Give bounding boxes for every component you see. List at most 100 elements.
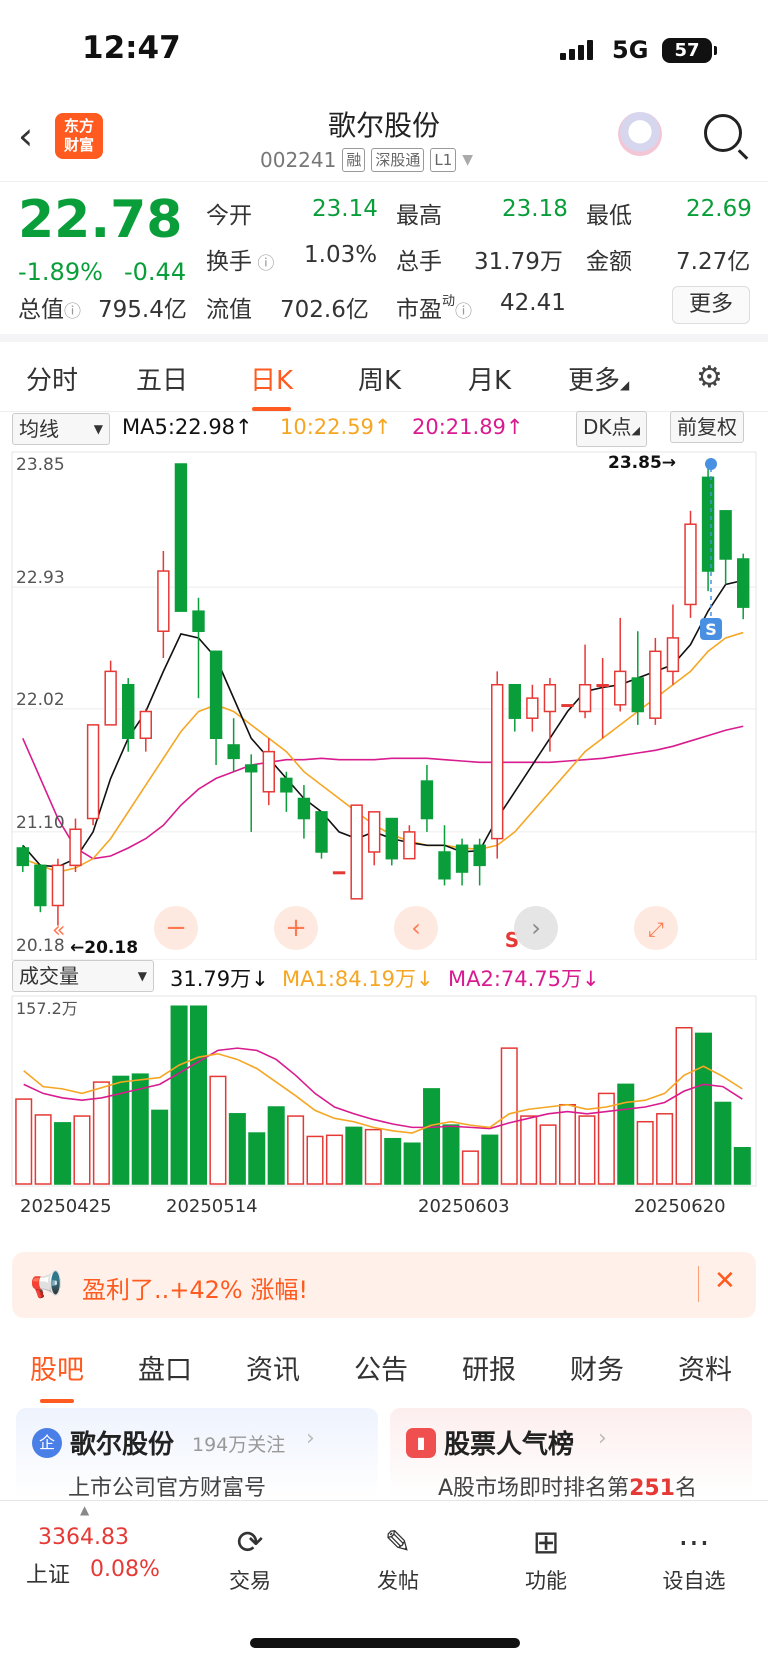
- value-open: 23.14: [312, 196, 378, 222]
- volume-indicator-select[interactable]: 成交量 ▼: [12, 960, 154, 992]
- candle-body: [385, 817, 398, 860]
- nav-trade[interactable]: ⟳ 交易: [200, 1523, 300, 1595]
- promo-banner[interactable]: 📢 盈利了..+42% 涨幅! ✕: [12, 1252, 756, 1318]
- search-icon[interactable]: [704, 114, 742, 152]
- zoom-in-button[interactable]: +: [274, 906, 318, 950]
- tab-research[interactable]: 研报: [462, 1355, 516, 1386]
- app-logo[interactable]: 东方 财富: [55, 113, 103, 159]
- volume-bar: [209, 1075, 227, 1185]
- adjust-button[interactable]: 前复权: [670, 411, 744, 443]
- grid-apps-icon: ⊞: [532, 1523, 560, 1561]
- candle-body: [245, 764, 258, 773]
- tab-weekly-k[interactable]: 周K: [358, 366, 402, 396]
- vol-ma2-label: MA2:74.75万↓: [448, 967, 600, 991]
- tab-monthly-k[interactable]: 月K: [468, 366, 512, 396]
- candle-body: [737, 558, 750, 608]
- sell-signal-badge[interactable]: S: [700, 618, 722, 640]
- official-account-card[interactable]: 企 歌尔股份 194万关注 › 上市公司官方财富号: [16, 1408, 378, 1501]
- signal-icon: [560, 40, 593, 60]
- svg-text:⤢: ⤢: [648, 917, 664, 941]
- tab-news[interactable]: 资讯: [246, 1355, 300, 1386]
- pan-right-button[interactable]: ›: [514, 906, 558, 950]
- stock-code-line[interactable]: 002241 融 深股通 L1 ▼: [260, 148, 473, 172]
- candle-body: [227, 744, 240, 760]
- candle-body: [578, 683, 592, 713]
- more-button[interactable]: 更多: [672, 286, 750, 324]
- chart-frame: [11, 451, 757, 960]
- tab-more[interactable]: 更多◢: [568, 366, 630, 396]
- status-time: 12:47: [82, 30, 181, 66]
- indicator-select[interactable]: 均线 ▼: [12, 413, 110, 445]
- stock-name: 歌尔股份: [327, 109, 440, 142]
- pan-left-button[interactable]: ‹: [394, 906, 438, 950]
- fullscreen-button[interactable]: ⤢: [634, 906, 678, 950]
- tab-order-book[interactable]: 盘口: [138, 1355, 192, 1386]
- volume-bar: [170, 1005, 188, 1185]
- candle-body: [139, 710, 152, 740]
- candle-body: [368, 811, 381, 853]
- nav-functions[interactable]: ⊞ 功能: [496, 1523, 596, 1595]
- candle-body: [420, 780, 434, 820]
- candle-body: [526, 697, 539, 719]
- tab-daily-k[interactable]: 日K: [250, 360, 293, 411]
- candle-body: [438, 851, 451, 880]
- gear-icon[interactable]: ⚙: [696, 360, 723, 395]
- tab-announcements[interactable]: 公告: [354, 1355, 408, 1386]
- vol_ma2-line: [23, 1047, 743, 1130]
- tab-guba[interactable]: 股吧: [30, 1348, 84, 1403]
- label-pe: 市盈动ⓘ: [396, 294, 473, 323]
- stock-code: 002241: [260, 148, 337, 172]
- zoom-out-button[interactable]: −: [154, 906, 198, 950]
- dk-point-button[interactable]: DK点◢: [576, 411, 647, 447]
- volume-bar: [228, 1113, 246, 1185]
- candle-body: [280, 777, 293, 793]
- high-marker-dot: [705, 458, 717, 470]
- label-volume: 总手: [396, 249, 442, 275]
- info-icon[interactable]: ⓘ: [455, 302, 473, 322]
- assistant-robot-icon[interactable]: [618, 112, 662, 156]
- tab-finance[interactable]: 财务: [570, 1355, 624, 1386]
- volume-bar: [384, 1137, 402, 1185]
- caret-up-icon: ▲: [80, 1503, 90, 1517]
- back-icon[interactable]: ‹: [18, 114, 34, 158]
- tag-margin: 融: [342, 148, 366, 172]
- nav-post[interactable]: ✎ 发帖: [348, 1523, 448, 1595]
- tab-intraday[interactable]: 分时: [26, 366, 79, 396]
- status-bar: 12:47 5G 57: [0, 0, 768, 100]
- info-icon[interactable]: ⓘ: [64, 302, 81, 322]
- close-icon[interactable]: ✕: [714, 1266, 736, 1296]
- change-percent: -1.89%: [18, 258, 103, 286]
- label-market-cap: 总值ⓘ: [18, 297, 81, 323]
- value-float-cap: 702.6亿: [280, 297, 369, 323]
- index-value[interactable]: 3364.83: [38, 1525, 129, 1550]
- followers-count: 194万关注: [192, 1434, 286, 1456]
- svg-text:«: «: [52, 918, 65, 943]
- tab-five-day[interactable]: 五日: [136, 366, 189, 396]
- index-name: 上证: [26, 1563, 71, 1588]
- volume-bar: [597, 1092, 615, 1185]
- tab-profile[interactable]: 资料: [678, 1355, 732, 1386]
- battery-icon: 57: [662, 38, 717, 63]
- quote-panel: 22.78 -1.89% -0.44 今开 23.14 最高 23.18 最低 …: [0, 182, 768, 342]
- volume-bar: [694, 1032, 712, 1185]
- volume-bar: [34, 1114, 52, 1185]
- volume-bar: [92, 1081, 110, 1185]
- candle-body: [174, 463, 188, 612]
- volume-chart[interactable]: 157.2万 20250425 20250514 20250603 20250620: [0, 994, 768, 1234]
- nav-watchlist[interactable]: ⋯ 设自选: [644, 1523, 744, 1595]
- volume-legend: 成交量 ▼ 31.79万↓ MA1:84.19万↓ MA2:74.75万↓: [0, 960, 768, 992]
- value-turnover: 1.03%: [304, 242, 378, 268]
- y-tick-label: 20.18: [16, 936, 65, 956]
- candle-body: [69, 828, 82, 867]
- card-title: 歌尔股份: [70, 1430, 175, 1460]
- scroll-left-double-icon[interactable]: «: [52, 918, 65, 943]
- volume-bar: [656, 1113, 674, 1185]
- info-icon[interactable]: ⓘ: [252, 254, 275, 274]
- label-amount: 金额: [586, 249, 632, 275]
- svg-text:›: ›: [531, 914, 541, 942]
- svg-text:‹: ‹: [411, 914, 421, 942]
- ma20-label: 20:21.89↑: [412, 415, 524, 439]
- card-subtitle: 上市公司官方财富号: [68, 1476, 267, 1501]
- popularity-rank-card[interactable]: ▮ 股票人气榜 › A股市场即时排名第251名: [390, 1408, 752, 1501]
